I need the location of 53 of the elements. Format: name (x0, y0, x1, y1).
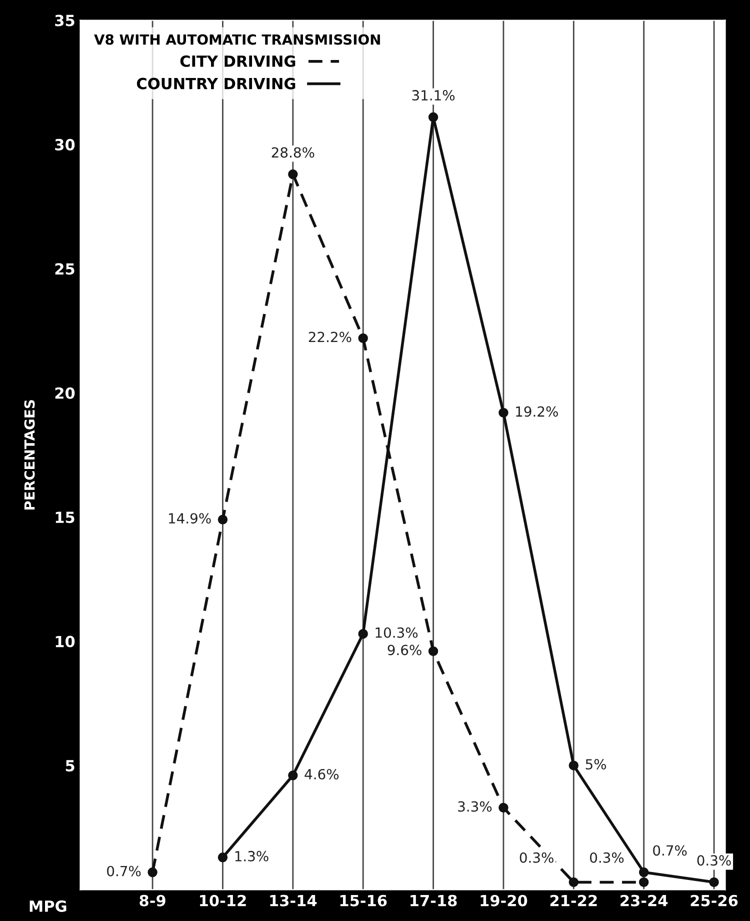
point (288, 770, 298, 780)
data-label: 3.3% (458, 801, 492, 812)
point (288, 169, 298, 180)
x-tick-label: 8-9 (140, 894, 166, 906)
point (148, 867, 158, 878)
x-axis-title: MPG (30, 900, 66, 912)
data-label: 4.6% (304, 768, 339, 780)
point (568, 760, 579, 770)
data-label: 10.3% (376, 627, 418, 638)
data-label: 14.9% (169, 513, 211, 524)
data-label: 0.3% (697, 855, 731, 866)
point (428, 112, 438, 122)
y-tick-label: 25 (55, 263, 74, 275)
legend-title: V8 WITH AUTOMATIC TRANSMISSION (94, 34, 380, 45)
data-label: 9.6% (388, 644, 422, 656)
legend-label: CITY DRIVING (180, 55, 296, 67)
data-label: 31.1% (412, 90, 455, 101)
x-tick-label: 19-20 (480, 894, 528, 906)
y-tick-label: 15 (56, 512, 74, 524)
point (358, 628, 368, 639)
x-tick-label: 17-18 (410, 894, 457, 906)
x-tick-label: 13-14 (270, 894, 317, 906)
data-label: 0.7% (107, 866, 141, 876)
x-tick-label: 21-22 (550, 894, 597, 906)
point (568, 877, 579, 888)
data-label: 0.3% (590, 852, 624, 863)
y-tick-label: 5 (66, 760, 74, 772)
point (498, 802, 508, 813)
data-label: 19.2% (516, 406, 558, 417)
point (428, 646, 438, 656)
y-tick-label: 20 (55, 387, 75, 399)
y-tick-label: 10 (56, 636, 75, 648)
point (638, 867, 649, 878)
point (218, 514, 228, 524)
point (218, 852, 228, 862)
x-tick-label: 10-12 (200, 894, 246, 906)
data-label: 0.3% (520, 852, 554, 863)
y-tick-label: 35 (55, 14, 74, 26)
x-tick-label: 23-24 (620, 894, 668, 906)
point (358, 333, 368, 344)
point (498, 408, 508, 418)
y-tick-label: 30 (55, 138, 75, 150)
data-label: 0.7% (653, 845, 687, 856)
data-label: 28.8% (272, 147, 314, 158)
x-tick-label: 25-26 (690, 894, 738, 906)
data-label: 1.3% (235, 850, 268, 862)
point (638, 877, 649, 888)
legend-label: COUNTRY DRIVING (136, 78, 296, 90)
data-label: 22.2% (308, 332, 352, 342)
x-tick-label: 15-16 (340, 894, 387, 906)
data-label: 5% (586, 759, 606, 770)
y-axis-title: PERCENTAGES (24, 400, 35, 510)
point (709, 877, 719, 888)
